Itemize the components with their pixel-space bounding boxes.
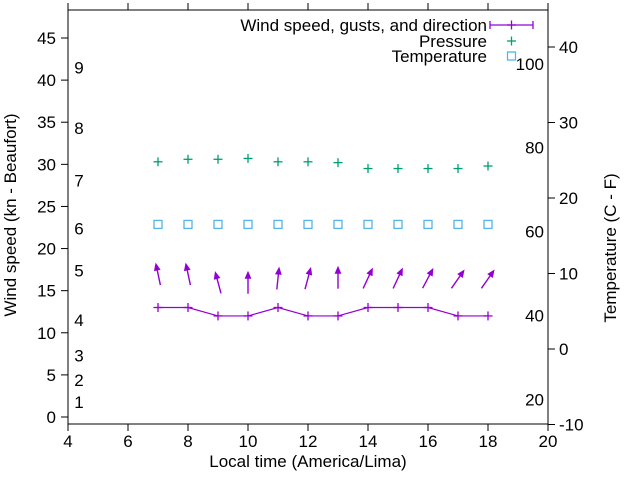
beaufort-label: 4 xyxy=(74,311,83,330)
celsius-tick-label: 40 xyxy=(559,38,578,57)
legend-wind-label: Wind speed, gusts, and direction xyxy=(240,16,487,35)
x-axis: 4 6 8 10 12 14 16 18 20 xyxy=(63,3,557,451)
wind-tick-label: 10 xyxy=(37,324,56,343)
fahrenheit-label: 60 xyxy=(525,223,544,242)
wind-tick-label: 5 xyxy=(47,366,56,385)
wind-tick-label: 30 xyxy=(37,155,56,174)
x-tick-label: 14 xyxy=(359,432,378,451)
celsius-tick-label: 10 xyxy=(559,265,578,284)
wind-gust-direction-arrows xyxy=(153,262,495,294)
legend: Wind speed, gusts, and direction Pressur… xyxy=(240,16,534,66)
x-tick-label: 18 xyxy=(479,432,498,451)
x-tick-label: 10 xyxy=(239,432,258,451)
fahrenheit-label: 80 xyxy=(525,139,544,158)
wind-tick-label: 20 xyxy=(37,240,56,259)
wind-tick-label: 35 xyxy=(37,113,56,132)
wind-tick-label: 0 xyxy=(47,408,56,427)
left-axis-title: Wind speed (kn - Beaufort) xyxy=(1,113,20,316)
x-tick-label: 4 xyxy=(63,432,72,451)
fahrenheit-label: 100 xyxy=(516,55,544,74)
fahrenheit-label: 20 xyxy=(525,390,544,409)
legend-temperature-square-icon xyxy=(506,51,517,61)
beaufort-label: 5 xyxy=(74,261,83,280)
celsius-tick-label: 0 xyxy=(559,340,568,359)
wind-tick-label: 15 xyxy=(37,282,56,301)
legend-pressure-plus-icon xyxy=(507,36,516,46)
celsius-tick-label: 20 xyxy=(559,189,578,208)
beaufort-label: 6 xyxy=(74,219,83,238)
beaufort-label: 8 xyxy=(74,119,83,138)
x-tick-label: 8 xyxy=(183,432,192,451)
temperature xyxy=(153,219,493,230)
celsius-tick-label: 30 xyxy=(559,114,578,133)
beaufort-label: 3 xyxy=(74,347,83,366)
temperature-axis-celsius: -10 0 10 20 30 40 xyxy=(548,38,584,435)
legend-wind-sample xyxy=(489,20,534,30)
legend-samples xyxy=(489,20,534,61)
legend-temperature-label: Temperature xyxy=(392,47,487,66)
x-tick-label: 6 xyxy=(123,432,132,451)
beaufort-label: 7 xyxy=(74,171,83,190)
x-tick-label: 16 xyxy=(419,432,438,451)
temperature-axis-fahrenheit: 20 40 60 80 100 xyxy=(516,55,544,410)
beaufort-scale-labels: 1 2 3 4 5 6 7 8 9 xyxy=(74,58,83,411)
data-series xyxy=(153,153,495,321)
fahrenheit-label: 40 xyxy=(525,306,544,325)
x-tick-label: 12 xyxy=(299,432,318,451)
wind-tick-label: 40 xyxy=(37,71,56,90)
x-axis-title: Local time (America/Lima) xyxy=(209,452,406,471)
x-tick-label: 20 xyxy=(539,432,558,451)
beaufort-label: 2 xyxy=(74,371,83,390)
wind-tick-label: 45 xyxy=(37,29,56,48)
wind-tick-label: 25 xyxy=(37,197,56,216)
celsius-tick-label: -10 xyxy=(559,416,584,435)
wind-speed-axis: 0 5 10 15 20 25 30 35 40 45 xyxy=(37,29,68,427)
wind-speed-gusts-and-direction xyxy=(153,303,493,321)
beaufort-label: 9 xyxy=(74,58,83,77)
legend-pressure-label: Pressure xyxy=(419,32,487,51)
pressure xyxy=(153,153,493,174)
right-axis-title: Temperature (C - F) xyxy=(601,173,620,322)
beaufort-label: 1 xyxy=(74,393,83,412)
